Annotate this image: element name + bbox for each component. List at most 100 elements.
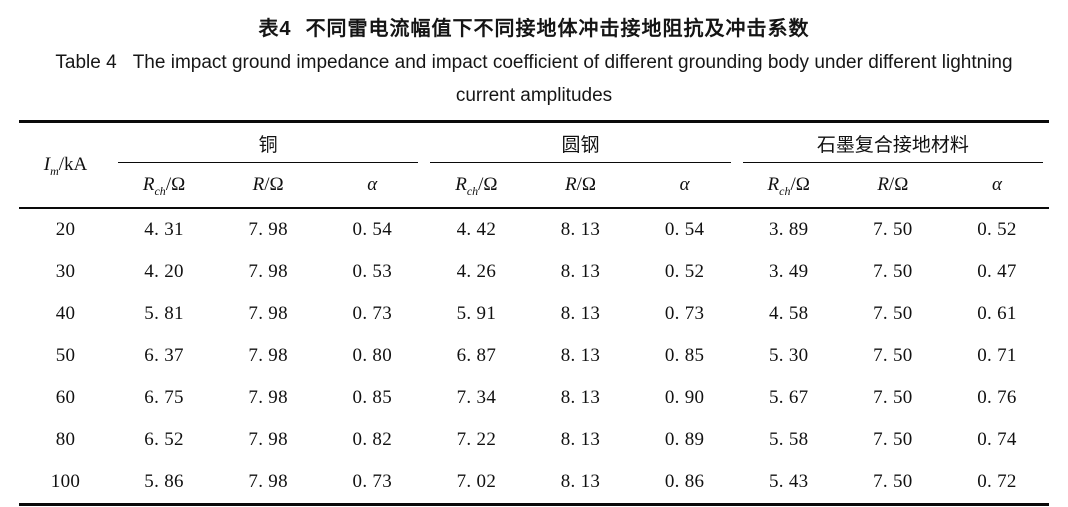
value-cell: 4. 42 xyxy=(456,219,497,240)
value-cell: 8. 13 xyxy=(560,303,601,324)
value-cell: 0. 82 xyxy=(352,429,393,450)
value-cell: 7. 98 xyxy=(248,261,288,282)
value-cell: 0. 61 xyxy=(977,303,1017,324)
im-value-cell: 30 xyxy=(55,261,76,282)
value-cell: 7. 50 xyxy=(873,219,913,240)
column-header-round-steel-alpha: α xyxy=(632,163,737,209)
im-value-cell: 60 xyxy=(55,387,76,408)
value-cell: 0. 73 xyxy=(664,303,705,324)
group-header-copper: 铜 xyxy=(112,122,424,164)
value-cell: 8. 13 xyxy=(560,219,601,240)
value-cell: 7. 50 xyxy=(873,261,913,282)
value-cell: 0. 76 xyxy=(977,387,1017,408)
value-cell: 0. 71 xyxy=(977,345,1017,366)
value-cell: 7. 50 xyxy=(873,471,913,492)
table-body: 20 4. 31 7. 98 0. 54 4. 42 8. 13 0. 54 3. 89 7. … xyxy=(19,208,1049,505)
value-cell: 7. 98 xyxy=(248,219,288,240)
value-cell: 7. 50 xyxy=(873,345,913,366)
value-cell: 0. 47 xyxy=(977,261,1017,282)
value-cell: 0. 54 xyxy=(352,219,393,240)
value-cell: 0. 52 xyxy=(977,219,1017,240)
table-row: 100 5. 86 7. 98 0. 73 7. 02 8. 13 0. 86 5. 43 7.… xyxy=(19,461,1049,505)
group-header-round-steel: 圆钢 xyxy=(424,122,736,164)
table-row: 30 4. 20 7. 98 0. 53 4. 26 8. 13 0. 52 3. 49 7. … xyxy=(19,251,1049,293)
value-cell: 0. 74 xyxy=(977,429,1017,450)
value-cell: 0. 73 xyxy=(352,303,393,324)
table-row: 20 4. 31 7. 98 0. 54 4. 42 8. 13 0. 54 3. 89 7. … xyxy=(19,208,1049,251)
column-header-round-steel-r: R/Ω xyxy=(528,163,633,209)
column-header-graphite-r: R/Ω xyxy=(840,163,945,209)
value-cell: 0. 85 xyxy=(664,345,705,366)
value-cell: 6. 87 xyxy=(456,345,497,366)
caption-en-label: Table 4 xyxy=(55,52,117,73)
value-cell: 7. 34 xyxy=(456,387,497,408)
im-value-cell: 50 xyxy=(55,345,76,366)
value-cell: 5. 86 xyxy=(144,471,184,492)
value-cell: 6. 52 xyxy=(144,429,184,450)
value-cell: 7. 98 xyxy=(248,345,288,366)
value-cell: 8. 13 xyxy=(560,387,601,408)
value-cell: 0. 54 xyxy=(664,219,705,240)
value-cell: 4. 58 xyxy=(768,303,809,324)
caption-en-line2: current amplitudes xyxy=(455,85,613,106)
table-caption-zh: 表4 不同雷电流幅值下不同接地体冲击接地阻抗及冲击系数 xyxy=(0,0,1068,41)
value-cell: 7. 50 xyxy=(873,303,913,324)
value-cell: 7. 50 xyxy=(873,429,913,450)
value-cell: 0. 86 xyxy=(664,471,705,492)
value-cell: 0. 53 xyxy=(352,261,393,282)
value-cell: 0. 52 xyxy=(664,261,705,282)
table-row: 40 5. 81 7. 98 0. 73 5. 91 8. 13 0. 73 4. 58 7. … xyxy=(19,293,1049,335)
group-header-row: Im/kA 铜 圆钢 石墨复合接地材料 xyxy=(19,121,1049,209)
im-subscript: m xyxy=(50,163,59,178)
table-container: Im/kA 铜 圆钢 石墨复合接地材料 Rch/Ω R/Ω α Rch/Ω R/… xyxy=(19,120,1049,506)
caption-en-line1: Table 4 The impact ground impedance and i… xyxy=(0,46,1068,79)
column-header-copper-alpha: α xyxy=(320,163,425,209)
value-cell: 8. 13 xyxy=(560,345,601,366)
value-cell: 0. 73 xyxy=(352,471,393,492)
value-cell: 6. 75 xyxy=(144,387,184,408)
table-row: 60 6. 75 7. 98 0. 85 7. 34 8. 13 0. 90 5. 67 7. … xyxy=(19,377,1049,419)
value-cell: 5. 91 xyxy=(456,303,497,324)
caption-zh-label: 表4 xyxy=(258,18,292,40)
im-symbol: I xyxy=(43,154,51,175)
table-caption-en: Table 4 The impact ground impedance and i… xyxy=(0,46,1068,112)
value-cell: 5. 30 xyxy=(768,345,809,366)
value-cell: 7. 98 xyxy=(248,387,288,408)
group-header-graphite-composite: 石墨复合接地材料 xyxy=(737,122,1049,164)
column-header-copper-rch: Rch/Ω xyxy=(112,163,217,209)
value-cell: 0. 90 xyxy=(664,387,705,408)
value-cell: 7. 98 xyxy=(248,471,288,492)
value-cell: 7. 50 xyxy=(873,387,913,408)
table-row: 50 6. 37 7. 98 0. 80 6. 87 8. 13 0. 85 5. 30 7. … xyxy=(19,335,1049,377)
value-cell: 7. 02 xyxy=(456,471,497,492)
value-cell: 0. 80 xyxy=(352,345,393,366)
column-header-graphite-rch: Rch/Ω xyxy=(736,163,841,209)
impact-impedance-table: Im/kA 铜 圆钢 石墨复合接地材料 Rch/Ω R/Ω α Rch/Ω R/… xyxy=(19,120,1049,506)
value-cell: 4. 31 xyxy=(144,219,184,240)
value-cell: 3. 49 xyxy=(768,261,809,282)
value-cell: 0. 85 xyxy=(352,387,393,408)
subcolumn-header-row: Rch/Ω R/Ω α Rch/Ω R/Ω α Rch/Ω R/Ω α xyxy=(19,163,1049,209)
im-value-cell: 80 xyxy=(55,429,76,450)
value-cell: 7. 22 xyxy=(456,429,497,450)
value-cell: 4. 26 xyxy=(456,261,497,282)
caption-en-text: The impact ground impedance and impact c… xyxy=(132,52,1013,73)
column-header-im: Im/kA xyxy=(19,121,112,209)
value-cell: 3. 89 xyxy=(768,219,809,240)
im-value-cell: 100 xyxy=(50,471,81,492)
value-cell: 4. 20 xyxy=(144,261,184,282)
value-cell: 8. 13 xyxy=(560,429,601,450)
value-cell: 6. 37 xyxy=(144,345,184,366)
column-header-copper-r: R/Ω xyxy=(216,163,321,209)
im-value-cell: 40 xyxy=(55,303,76,324)
column-header-graphite-alpha: α xyxy=(944,163,1049,209)
value-cell: 5. 81 xyxy=(144,303,184,324)
value-cell: 5. 58 xyxy=(768,429,809,450)
column-header-round-steel-rch: Rch/Ω xyxy=(424,163,529,209)
value-cell: 0. 72 xyxy=(977,471,1017,492)
value-cell: 7. 98 xyxy=(248,303,288,324)
caption-zh-text: 不同雷电流幅值下不同接地体冲击接地阻抗及冲击系数 xyxy=(305,18,810,40)
value-cell: 7. 98 xyxy=(248,429,288,450)
value-cell: 5. 67 xyxy=(768,387,809,408)
